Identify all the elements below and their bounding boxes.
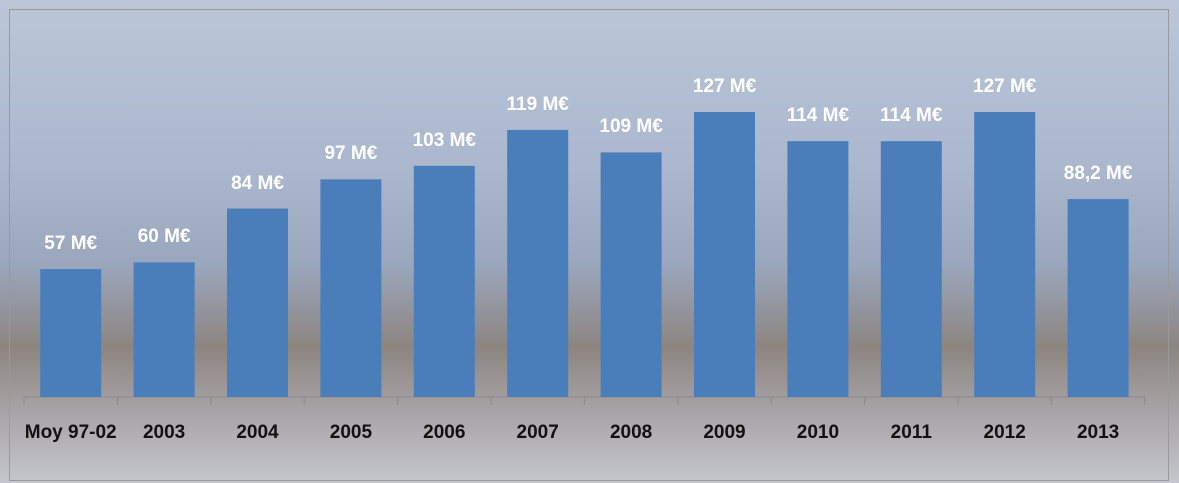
bar — [1067, 199, 1129, 397]
value-label: 88,2 M€ — [1063, 163, 1133, 185]
x-tick-label: 2004 — [236, 422, 279, 443]
value-label: 127 M€ — [973, 76, 1037, 97]
value-label: 119 M€ — [506, 93, 569, 115]
x-tick-label: 2008 — [609, 422, 653, 443]
bar — [133, 262, 195, 397]
bar — [227, 208, 288, 397]
bar — [694, 112, 755, 398]
bar — [507, 129, 569, 398]
bar — [320, 179, 382, 397]
value-label: 84 M€ — [231, 172, 284, 194]
value-label: 114 M€ — [880, 105, 943, 127]
chart-frame — [9, 9, 1169, 481]
bar — [600, 152, 662, 397]
x-tick-label: 2007 — [516, 422, 559, 443]
bar — [880, 141, 942, 397]
value-label: 103 M€ — [412, 129, 476, 151]
x-tick-label: 2009 — [703, 422, 746, 443]
value-label: 60 M€ — [137, 226, 191, 248]
x-tick-label: 2010 — [796, 422, 840, 443]
bar — [974, 112, 1036, 398]
x-tick-label: 2003 — [142, 422, 186, 443]
bar — [40, 269, 102, 397]
x-tick-label: Moy 97-02 — [24, 422, 117, 443]
x-tick-label: 2012 — [983, 422, 1026, 443]
value-label: 97 M€ — [324, 143, 378, 165]
value-label: 127 M€ — [692, 76, 757, 97]
x-tick-label: 2013 — [1076, 422, 1120, 443]
value-label: 109 M€ — [599, 116, 663, 138]
bar — [413, 165, 475, 397]
value-label: 114 M€ — [786, 105, 850, 127]
x-tick-label: 2005 — [329, 422, 373, 443]
bar — [787, 141, 849, 397]
x-tick-label: 2006 — [423, 422, 466, 443]
x-tick-label: 2011 — [890, 422, 932, 443]
value-label: 57 M€ — [44, 233, 98, 255]
